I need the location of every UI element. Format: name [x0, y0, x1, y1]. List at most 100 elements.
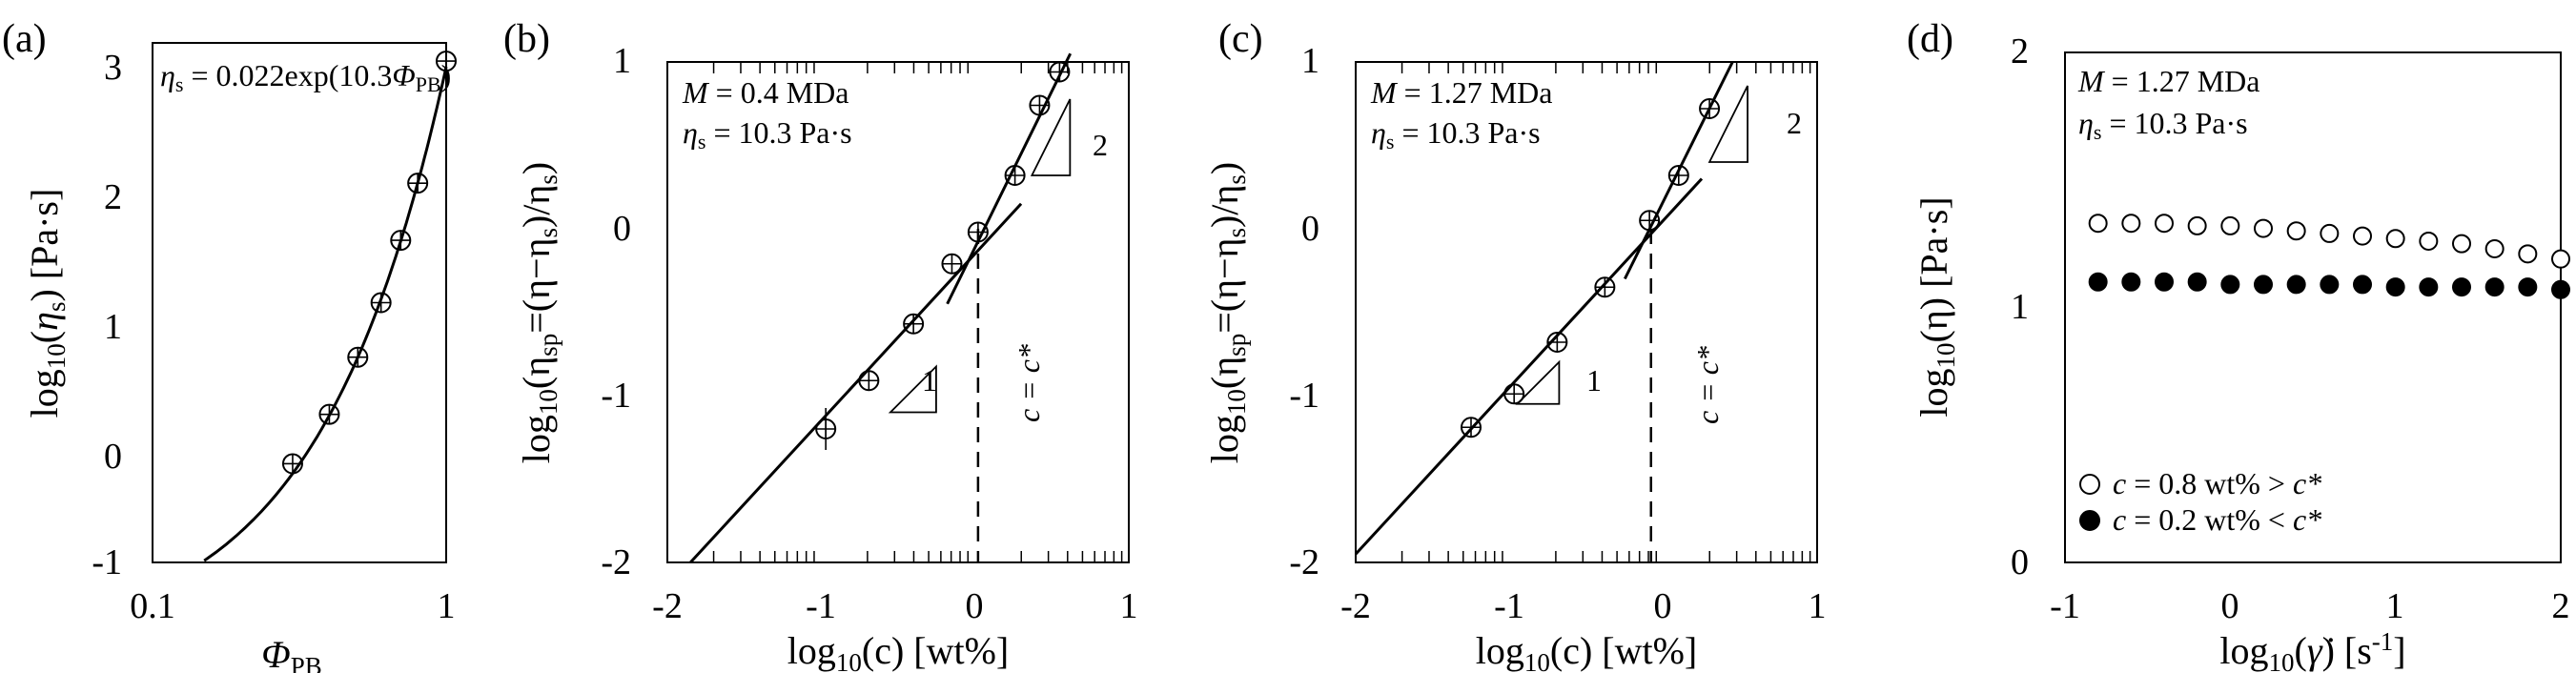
panel-d-filled-point	[2518, 277, 2538, 297]
c-slope-2-triangle	[1707, 85, 1748, 163]
panel-c-x-tick-label: 1	[1809, 586, 1827, 626]
panel-d-open-point	[2286, 221, 2306, 241]
panel-d-y-axis-label: log10(η) [Pa·s]	[1912, 196, 1960, 417]
panel-c-y-tick-label: 0	[1301, 209, 1319, 249]
panel-c-y-tick-label: -1	[1289, 376, 1319, 416]
panel-d-x-tick-label: 0	[2221, 586, 2239, 626]
panel-d-filled-point	[2353, 275, 2372, 295]
panel-a-y-tick-label: 2	[104, 177, 122, 217]
panel-b-y-tick-label: 1	[613, 41, 631, 81]
panel-a-y-tick-label: 1	[104, 307, 122, 347]
panel-d-filled-point	[2155, 272, 2174, 292]
panel-d-open-point	[2518, 244, 2538, 264]
panel-b-y-tick-label: -1	[601, 376, 631, 416]
panel-c-y-tick-label: 1	[1301, 41, 1319, 81]
panel-d-filled-point	[2121, 272, 2141, 292]
panel-d-open-point	[2385, 229, 2405, 249]
panel-a-y-tick-label: -1	[92, 542, 122, 582]
panel-c-slope-1-label: 1	[1586, 363, 1602, 398]
panel-c-y-axis-label: log10(ηsp=(η−ηs)/ηs)	[1203, 162, 1251, 463]
panel-a-y-tick-label: 0	[104, 437, 122, 477]
panel-d-open-point	[2353, 226, 2372, 246]
panel-b-y-tick-label: 0	[613, 209, 631, 249]
panel-b-x-axis-label: log10(c) [wt%]	[787, 629, 1009, 673]
panel-a-points	[281, 51, 457, 475]
panel-d-x-tick-label: -1	[2050, 586, 2080, 626]
panel-c-minor-ticks	[1400, 62, 1811, 562]
panel-d-open-point	[2484, 238, 2504, 258]
panel-d-filled-point	[2484, 277, 2504, 297]
panel-a-y-tick-labels: 3 2 1 0 -1	[92, 48, 122, 582]
panel-b-lines	[689, 52, 1073, 564]
panel-d-filled-point	[2187, 272, 2207, 292]
panel-b-x-tick-label: -2	[652, 586, 683, 626]
panel-b-x-tick-label: 1	[1120, 586, 1138, 626]
panel-c-molar-mass: M = 1.27 MDa	[1370, 75, 1552, 110]
b-slope-2-triangle	[1030, 98, 1072, 176]
panel-b-slope-1-label: 1	[922, 363, 937, 398]
c-slope-1-triangle	[1515, 359, 1561, 405]
panel-c-plot-frame	[1355, 61, 1818, 563]
panel-d-filled-point	[2452, 277, 2471, 297]
panel-d-y-tick-label: 1	[2011, 287, 2029, 327]
panel-b-x-tick-label: -1	[806, 586, 836, 626]
panel-b-y-axis-label: log10(ηsp=(η−ηs)/ηs)	[515, 162, 562, 463]
panel-d-filled-point	[2254, 275, 2273, 295]
panel-c-x-tick-label: 0	[1654, 586, 1672, 626]
panel-b-minor-ticks	[712, 62, 1123, 562]
legend-filled-circle-marker	[2079, 510, 2100, 531]
panel-a-fit-equation: ηs = 0.022exp(10.3ΦPB)	[160, 58, 451, 96]
panel-d-filled-point	[2419, 277, 2439, 297]
panel-b-cstar-label: c = c*	[1012, 344, 1046, 422]
panel-d-solvent-viscosity: ηs = 10.3 Pa·s	[2078, 106, 2248, 144]
panel-d-legend: c = 0.8 wt% > c* c = 0.2 wt% < c*	[2079, 466, 2321, 537]
panel-c-x-tick-label: -2	[1340, 586, 1371, 626]
panel-a-x-axis-label: ΦPB	[261, 633, 321, 673]
panel-d-points	[2088, 214, 2570, 299]
panel-d-open-point	[2088, 214, 2108, 234]
panel-b-plot-frame	[666, 61, 1130, 563]
panel-d-open-point	[2452, 234, 2471, 254]
panel-d-open-point	[2254, 218, 2273, 238]
panel-d-open-point	[2155, 214, 2174, 234]
panel-c-y-tick-label: -2	[1289, 542, 1319, 582]
panel-a-x-tick-label: 1	[438, 586, 456, 626]
panel-d-filled-point	[2088, 272, 2108, 292]
panel-b-molar-mass: M = 0.4 MDa	[682, 75, 848, 110]
panel-b-points	[815, 61, 1071, 450]
panel-d-x-axis-label: log10(γ̇) [s-1]	[2219, 627, 2405, 673]
panel-a-plot-frame	[152, 42, 447, 563]
panel-b-slope-2-label: 2	[1093, 128, 1108, 162]
panel-d-open-point	[2187, 215, 2207, 235]
panel-d-x-tick-label: 1	[2386, 586, 2404, 626]
panel-c-points	[1461, 98, 1721, 438]
panel-b-y-tick-label: -2	[601, 542, 631, 582]
panel-d-y-tick-label: 0	[2011, 542, 2029, 582]
legend-entry-low-concentration: c = 0.2 wt% < c*	[2113, 502, 2321, 537]
panel-d-molar-mass: M = 1.27 MDa	[2077, 64, 2259, 98]
panel-c-label: (c)	[1218, 17, 1263, 61]
panel-c-x-axis-label: log10(c) [wt%]	[1476, 629, 1697, 673]
panel-d-open-point	[2419, 231, 2439, 251]
b-slope-1-triangle	[888, 364, 937, 414]
panel-c: (c) 1 0 -1 -2 -2 -1 0 1 log10(c) [wt%] l…	[1203, 17, 1827, 673]
panel-d-open-point	[2320, 223, 2340, 243]
panel-b-solvent-viscosity: ηs = 10.3 Pa·s	[683, 115, 852, 153]
panel-d-filled-point	[2220, 275, 2240, 295]
panel-a-y-axis-label: log10(ηs) [Pa·s]	[23, 189, 71, 418]
legend-entry-high-concentration: c = 0.8 wt% > c*	[2113, 466, 2321, 500]
b-fit-semidilute-line	[946, 52, 1073, 305]
panel-c-slope-2-label: 2	[1787, 106, 1802, 140]
panel-c-x-tick-label: -1	[1494, 586, 1524, 626]
panel-d-plot-frame	[2064, 51, 2562, 563]
panel-a-fit-curve	[203, 66, 448, 562]
panel-c-solvent-viscosity: ηs = 10.3 Pa·s	[1371, 115, 1541, 153]
panel-d-filled-point	[2286, 275, 2306, 295]
panel-d-open-point	[2121, 214, 2141, 234]
legend-open-circle-marker	[2079, 474, 2100, 495]
panel-a-x-tick-label: 0.1	[130, 586, 175, 626]
panel-d-open-point	[2551, 249, 2570, 269]
panel-a-y-tick-label: 3	[104, 48, 122, 88]
panel-d: (d) 2 1 0 -1 0 1 2 log10(γ̇) [s-1] log10…	[1907, 17, 2570, 673]
